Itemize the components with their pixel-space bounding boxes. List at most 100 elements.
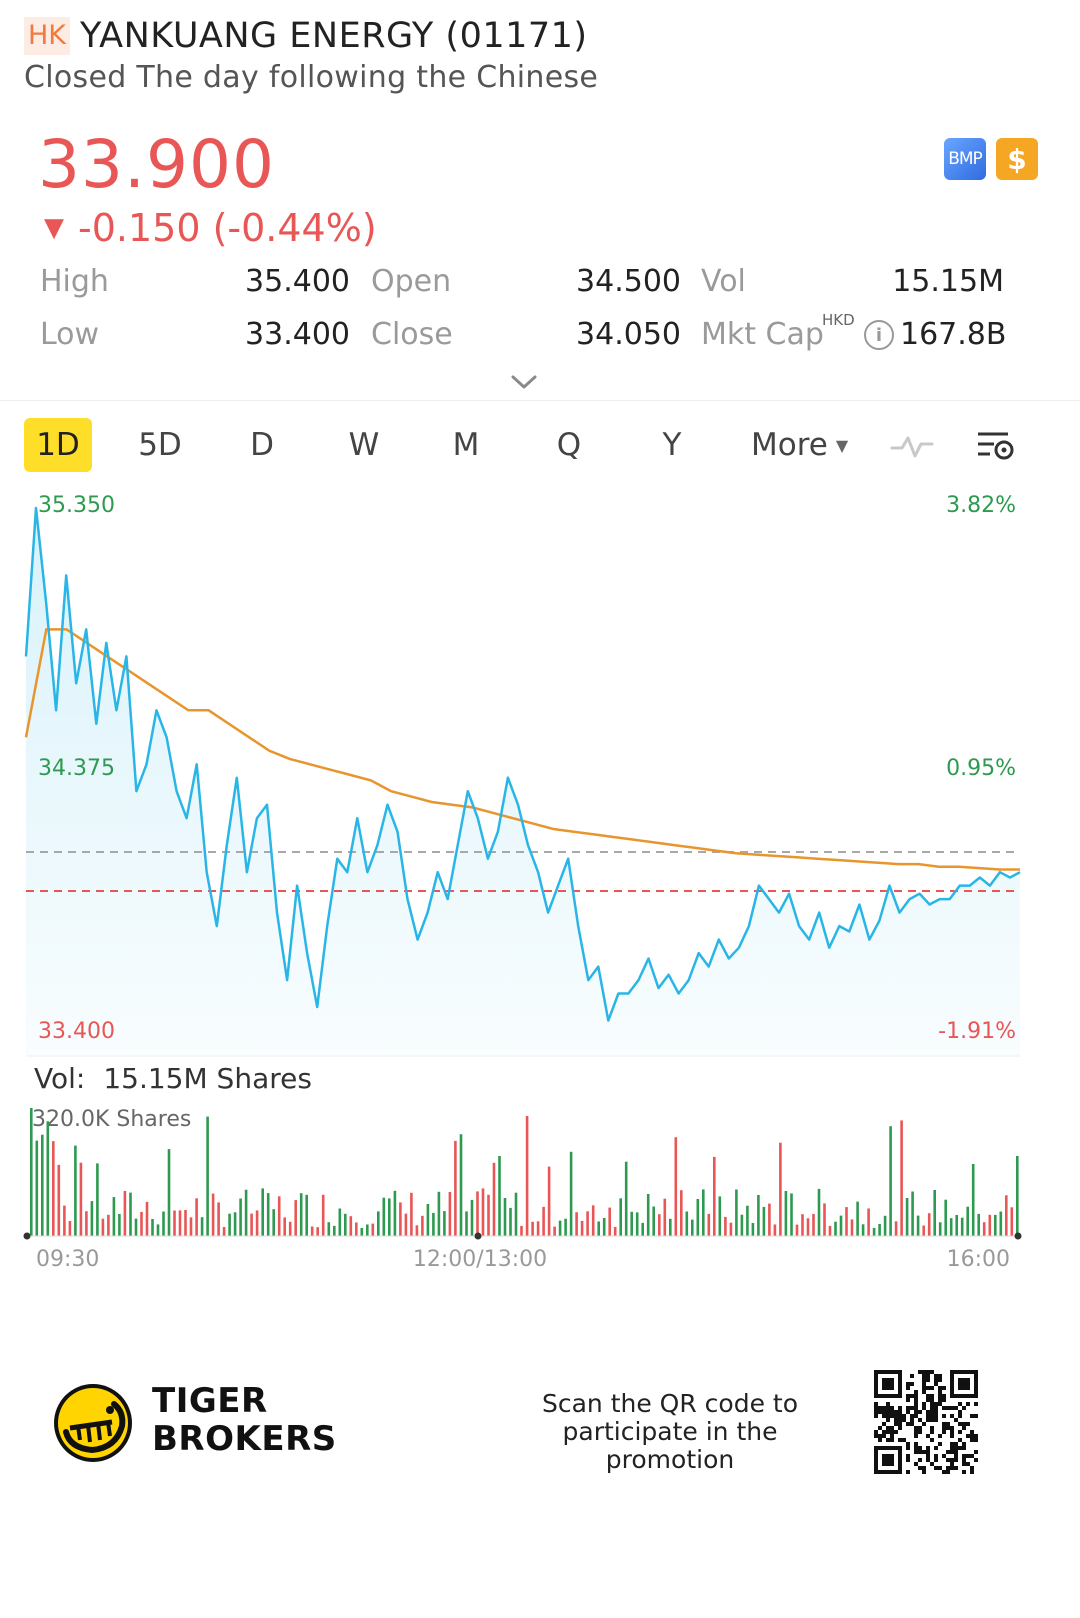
vol-label: Vol [701,264,746,299]
qr-module [926,1394,930,1398]
qr-module [938,1386,942,1390]
price-line [24,506,1021,1022]
qr-module [934,1454,938,1458]
qr-module [954,1406,958,1410]
qr-module [922,1390,926,1394]
qr-module [878,1426,882,1430]
volume-bar [878,1224,881,1236]
qr-module [890,1410,894,1414]
qr-module [874,1430,878,1434]
promo-footer: TIGER BROKERS Scan the QR code to partic… [0,1360,1080,1490]
volume-bar [255,1210,259,1236]
volume-bar [713,1156,716,1236]
qr-module [894,1414,898,1418]
qr-module [930,1394,934,1398]
volume-bar [129,1192,132,1236]
qr-module [930,1398,934,1402]
qr-module [930,1426,934,1430]
volume-bar [30,1108,33,1236]
qr-module [918,1466,922,1470]
volume-bar [702,1189,705,1236]
volume-bar [575,1212,578,1236]
intraday-chart[interactable]: 35.350 34.375 33.400 3.82% 0.95% -1.91% … [0,478,1080,1278]
tab-more[interactable]: More ▼ [751,418,848,472]
y-tick-right-bottom: -1.91% [938,1019,1016,1044]
volume-bars [30,1108,1019,1236]
qr-module [946,1466,950,1470]
stats-panel: High 35.400 Open 34.500 Vol 15.15M Low 3… [40,264,1040,370]
feature-badges: BMP $ [944,138,1038,180]
qr-module [930,1414,934,1418]
chart-settings-icon[interactable] [974,426,1018,466]
header: HK YANKUANG ENERGY (01171) Closed The da… [24,14,1064,95]
qr-module [886,1402,890,1406]
volume-bar [366,1224,369,1236]
volume-bar [123,1191,127,1236]
qr-module [906,1422,910,1426]
volume-bar [481,1188,485,1236]
price-change-value: -0.150 (-0.44%) [78,206,377,250]
qr-code-icon[interactable] [874,1370,978,1474]
tab-m[interactable]: M [452,427,480,463]
dollar-badge-icon[interactable]: $ [996,138,1038,180]
qr-module [918,1450,922,1454]
qr-module [922,1374,926,1378]
qr-module [910,1414,914,1418]
tab-5d[interactable]: 5D [138,427,182,463]
qr-module [910,1394,914,1398]
y-tick-left-top: 35.350 [38,493,115,518]
qr-module [890,1414,894,1418]
volume-bar [994,1214,997,1236]
tab-w[interactable]: W [348,427,380,463]
tiger-logo-icon [54,1384,132,1462]
qr-module [914,1414,918,1418]
qr-module [950,1450,954,1454]
qr-module [918,1370,922,1374]
qr-module [878,1438,882,1442]
qr-module [906,1470,910,1474]
qr-module [974,1438,978,1442]
qr-module [906,1398,910,1402]
qr-module [914,1426,918,1430]
qr-module [898,1414,902,1418]
volume-bar [360,1228,364,1236]
qr-module [930,1370,934,1374]
volume-title: Vol: [34,1062,86,1095]
tab-1d[interactable]: 1D [24,418,92,472]
volume-bar [801,1214,804,1236]
tab-q[interactable]: Q [556,427,582,463]
volume-bar [310,1226,314,1236]
info-icon[interactable]: i [864,320,894,350]
tab-y[interactable]: Y [662,427,682,463]
qr-module [898,1438,902,1442]
bmp-badge-icon[interactable]: BMP [944,138,986,180]
qr-module [958,1410,962,1414]
qr-module [910,1382,914,1386]
volume-bar [751,1223,755,1236]
volume-bar [812,1213,815,1236]
volume-bar [613,1226,617,1236]
volume-bar [707,1213,711,1236]
qr-module [958,1422,962,1426]
tab-d[interactable]: D [250,427,274,463]
chevron-down-icon[interactable] [510,372,538,392]
qr-module [938,1398,942,1402]
volume-bar [680,1190,683,1236]
stock-name[interactable]: YANKUANG ENERGY (01171) [80,16,588,56]
qr-module [922,1470,926,1474]
qr-module [922,1450,926,1454]
volume-bar [388,1198,391,1236]
qr-module [962,1406,966,1410]
qr-module [926,1454,930,1458]
qr-module [938,1390,942,1394]
volume-bar [443,1211,446,1236]
qr-module [926,1450,930,1454]
pulse-icon[interactable] [890,426,934,466]
volume-bar [426,1204,430,1236]
volume-bar [823,1203,826,1236]
qr-module [926,1378,930,1382]
volume-bar [316,1227,319,1236]
qr-module [942,1394,946,1398]
stats-row-1: High 35.400 Open 34.500 Vol 15.15M [40,264,1040,317]
brand-line-1: TIGER [152,1381,268,1421]
